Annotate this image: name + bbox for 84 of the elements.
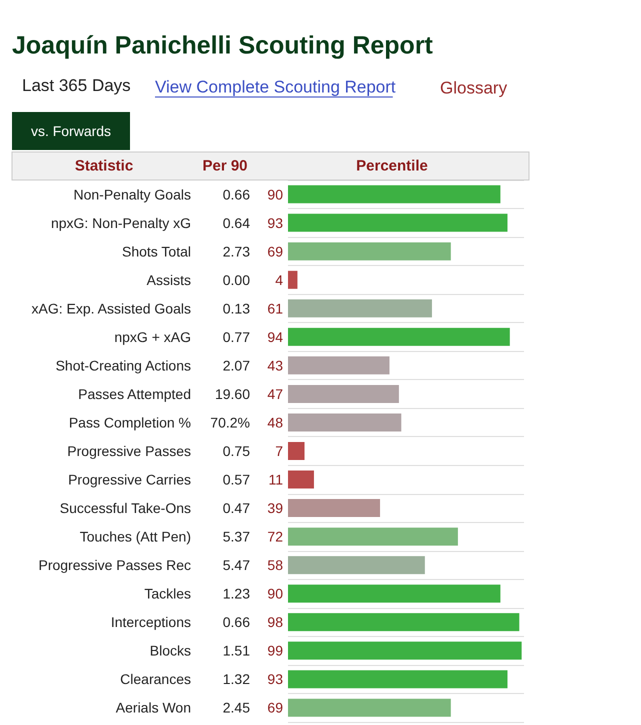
text: 2.07 <box>222 357 250 374</box>
y-tick-label: Interceptions <box>110 614 191 630</box>
data-label: 90 <box>267 586 284 602</box>
bar <box>288 613 520 632</box>
text: 5.47 <box>222 557 250 574</box>
y-tick-label: Progressive Passes <box>67 443 191 459</box>
data-label: 47 <box>267 386 284 402</box>
text: 0.64 <box>222 214 250 231</box>
data-label: 93 <box>267 671 284 688</box>
text: 5.37 <box>222 528 250 545</box>
data-label: 69 <box>267 243 284 260</box>
data-label: 61 <box>267 300 284 316</box>
text: 0.57 <box>222 472 250 488</box>
text: 0.75 <box>222 443 250 459</box>
text: Glossary <box>440 78 508 98</box>
text: 1.32 <box>222 671 250 688</box>
text: 19.60 <box>214 386 250 402</box>
bar <box>288 185 500 204</box>
data-label: 58 <box>267 557 284 574</box>
bar <box>288 642 522 660</box>
y-tick-label: Tackles <box>144 586 191 602</box>
text: 2.73 <box>222 243 250 260</box>
y-tick-label: Progressive Passes Rec <box>38 557 191 574</box>
text: Per 90 <box>202 158 248 174</box>
text: 0.00 <box>222 272 250 288</box>
data-label: 39 <box>267 500 284 516</box>
data-label: 94 <box>267 328 284 345</box>
text: 70.2% <box>210 414 250 430</box>
bar <box>288 499 380 518</box>
bar <box>288 670 508 688</box>
y-tick-label: Clearances <box>120 671 191 688</box>
data-label: 98 <box>267 614 284 630</box>
data-label: 72 <box>267 528 284 545</box>
data-label: 93 <box>267 214 284 231</box>
bar <box>288 698 451 717</box>
y-tick-label: Blocks <box>150 642 191 659</box>
bar <box>288 242 451 260</box>
bar <box>288 584 500 603</box>
data-label: 11 <box>268 472 284 488</box>
y-tick-label: Non-Penalty Goals <box>73 186 191 202</box>
y-tick-label: xAG: Exp. Assisted Goals <box>31 300 191 316</box>
text: 0.66 <box>222 186 250 202</box>
y-tick-label: Progressive Carries <box>68 472 191 488</box>
text: 0.13 <box>222 300 250 316</box>
bar <box>288 214 508 232</box>
bar <box>288 470 314 489</box>
data-label: 4 <box>275 272 284 288</box>
bar <box>288 413 402 432</box>
bar <box>288 528 458 546</box>
data-label: 69 <box>267 700 284 716</box>
y-axis-title: Statistic <box>74 158 134 174</box>
text: 0.66 <box>222 614 250 630</box>
data-label: 90 <box>267 186 284 202</box>
y-tick-label: Assists <box>146 272 191 288</box>
y-tick-label: Aerials Won <box>116 700 191 716</box>
bar <box>288 299 432 318</box>
y-tick-label: Shot-Creating Actions <box>56 357 191 374</box>
bar <box>288 384 399 403</box>
data-label: 43 <box>267 357 284 374</box>
text: 2.45 <box>222 700 250 716</box>
bar <box>288 328 510 346</box>
text: vs. Forwards <box>30 123 112 139</box>
bar <box>288 270 298 289</box>
text: 1.23 <box>222 586 250 602</box>
bar <box>288 556 425 574</box>
y-tick-label: Touches (Att Pen) <box>80 528 191 545</box>
bar <box>288 356 390 374</box>
text: 0.77 <box>222 328 250 345</box>
data-label: 48 <box>267 414 284 430</box>
data-label: 99 <box>267 642 284 659</box>
chart-title: Joaquín Panichelli Scouting Report <box>12 32 434 60</box>
y-tick-label: Shots Total <box>122 243 191 260</box>
bar <box>288 442 305 460</box>
y-tick-label: Passes Attempted <box>78 386 191 402</box>
y-tick-label: Successful Take-Ons <box>60 500 191 516</box>
y-tick-label: npxG: Non-Penalty xG <box>50 214 191 231</box>
text: 0.47 <box>222 500 250 516</box>
text: View Complete Scouting Report <box>155 78 396 96</box>
x-axis-title: Percentile <box>356 158 428 174</box>
y-tick-label: npxG + xAG <box>114 328 191 345</box>
text: 1.51 <box>222 642 250 659</box>
y-tick-label: Pass Completion % <box>68 414 191 430</box>
text: Last 365 Days <box>22 76 131 95</box>
data-label: 7 <box>275 443 284 459</box>
